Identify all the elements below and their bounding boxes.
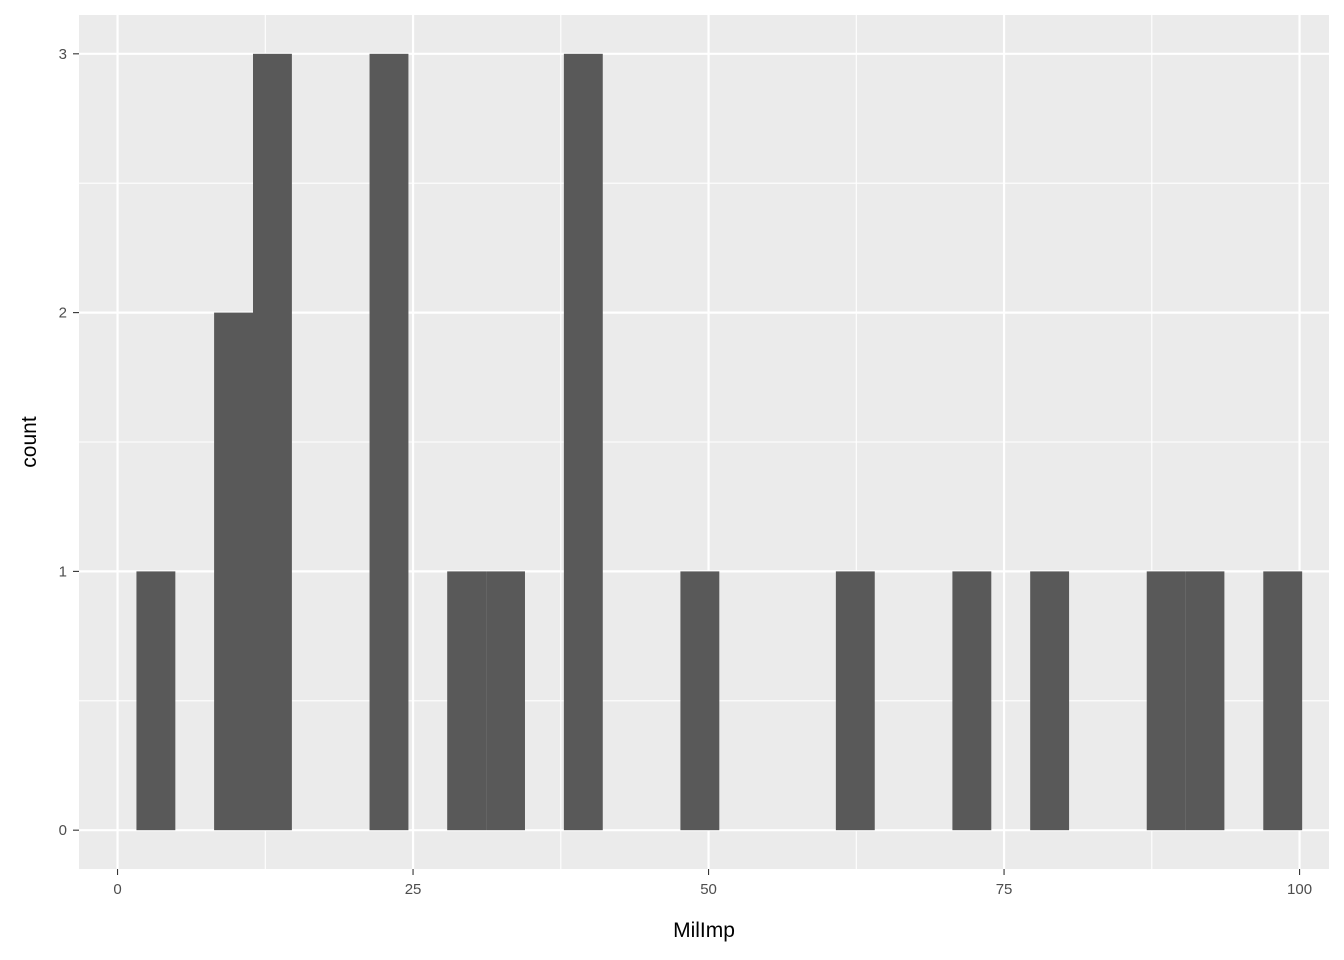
y-axis-title: count — [18, 416, 41, 468]
histogram-bar — [214, 312, 253, 831]
y-tick-label: 3 — [59, 46, 67, 63]
y-axis: 0 1 2 3 — [59, 46, 79, 839]
histogram-bar — [369, 53, 409, 831]
histogram-bar — [486, 571, 525, 831]
histogram-bar — [136, 571, 176, 831]
x-tick-label: 50 — [700, 881, 717, 898]
x-axis-title: MilImp — [673, 919, 735, 942]
histogram-bar — [1263, 571, 1303, 831]
y-tick-label: 0 — [59, 822, 67, 839]
histogram-bar — [1185, 571, 1225, 831]
y-tick-label: 1 — [59, 563, 67, 580]
histogram-bar — [252, 53, 292, 831]
x-axis: 0 25 50 75 100 — [113, 869, 1312, 898]
x-tick-label: 100 — [1287, 881, 1312, 898]
histogram-bar — [835, 571, 875, 831]
histogram-bar — [1030, 571, 1070, 831]
x-tick-label: 25 — [405, 881, 422, 898]
x-tick-label: 0 — [113, 881, 121, 898]
histogram-bar — [563, 53, 603, 831]
histogram-bar — [680, 571, 720, 831]
histogram-bar — [1146, 571, 1186, 831]
x-tick-label: 75 — [996, 881, 1013, 898]
histogram-bar — [952, 571, 992, 831]
histogram-bars — [136, 53, 1303, 831]
histogram-bar — [447, 571, 487, 831]
y-tick-label: 2 — [59, 305, 67, 322]
